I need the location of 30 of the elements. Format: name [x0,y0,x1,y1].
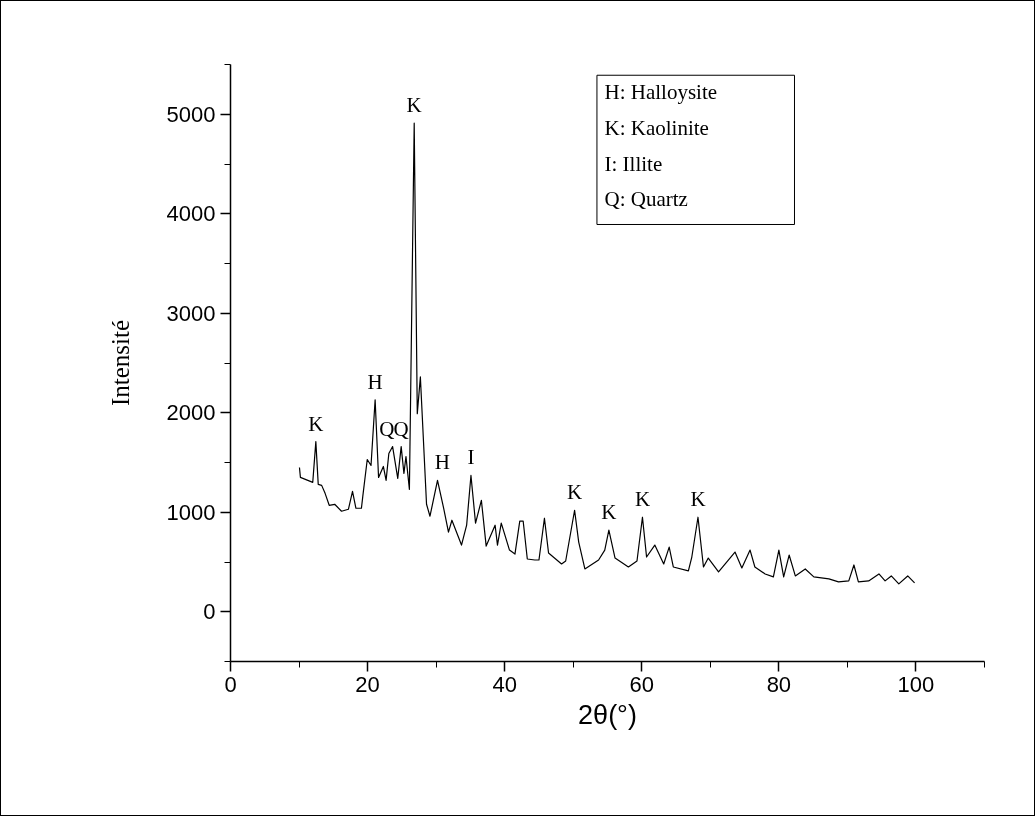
annotation: K: Kaolinite [604,115,709,140]
annotation: K [601,500,617,525]
x-tick-label: 40 [492,671,517,697]
x-tick-label: 80 [766,671,792,697]
y-tick-label: 5000 [166,101,216,127]
line-series [298,122,916,585]
annotation: K [567,480,583,505]
annotation: H: Halloysite [604,79,718,104]
y-tick-label: 3000 [166,300,216,326]
x-tick-label: 100 [897,671,935,697]
annotation: K [308,411,324,436]
annotation: K [634,487,651,512]
y-tick-label: 4000 [166,201,216,227]
x-tick-label: 0 [224,671,237,697]
annotation: K [406,93,422,118]
x-tick-label: 20 [355,671,380,697]
y-tick-label: 0 [203,599,216,625]
annotation: Q [379,416,395,441]
annotation: I: Illite [604,151,663,176]
annotation: H [434,450,450,475]
annotation: K [690,487,706,512]
annotation: I [467,445,475,470]
x-axis-title: 2θ(°) [578,699,637,730]
annotation: Q: Quartz [604,187,688,212]
y-tick-label: 1000 [166,499,216,525]
annotation: H [367,369,383,394]
y-axis-title: Intensité [106,319,134,407]
y-tick-label: 2000 [166,400,216,426]
annotation: Q [393,416,409,441]
x-tick-label: 60 [629,671,655,697]
